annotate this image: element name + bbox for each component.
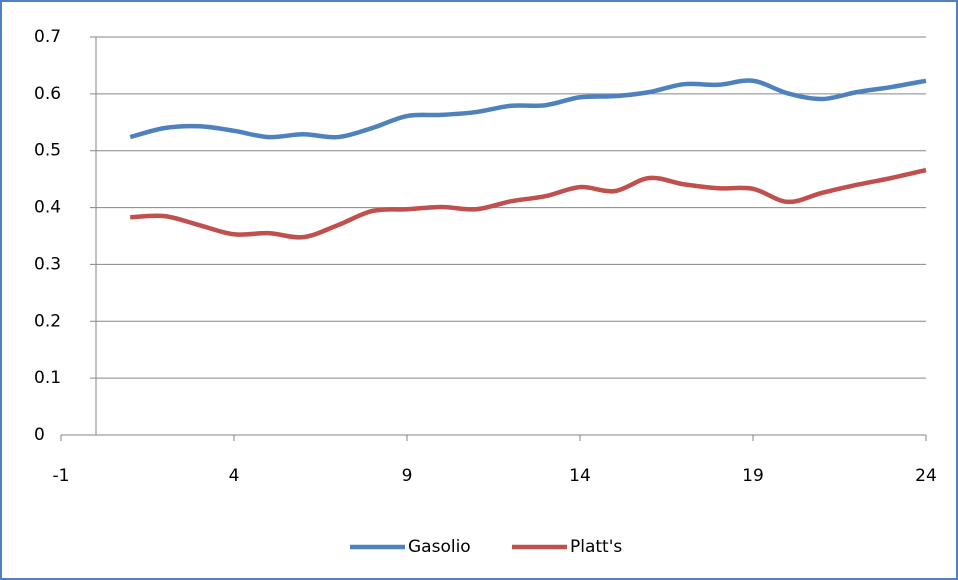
x-tick-label: -1	[53, 466, 70, 486]
x-tick-label: 4	[229, 466, 240, 486]
series-line	[130, 167, 927, 240]
x-tick-label: 14	[569, 466, 591, 486]
y-tick-label: 0	[34, 425, 45, 445]
y-tick-label: 0.3	[34, 254, 61, 274]
y-tick-label: 0.1	[34, 368, 61, 388]
y-tick-label: 0.4	[34, 198, 61, 218]
x-tick-label: 9	[402, 466, 413, 486]
series-line	[129, 78, 927, 140]
y-tick-label: 0.6	[34, 84, 61, 104]
y-tick-label: 0.2	[34, 311, 61, 331]
x-tick-label: 24	[915, 466, 937, 486]
legend-label: Gasolio	[408, 537, 471, 557]
y-tick-label: 0.7	[34, 27, 61, 47]
x-tick-label: 19	[742, 466, 764, 486]
legend-label: Platt's	[570, 537, 622, 557]
y-tick-label: 0.5	[34, 141, 61, 161]
